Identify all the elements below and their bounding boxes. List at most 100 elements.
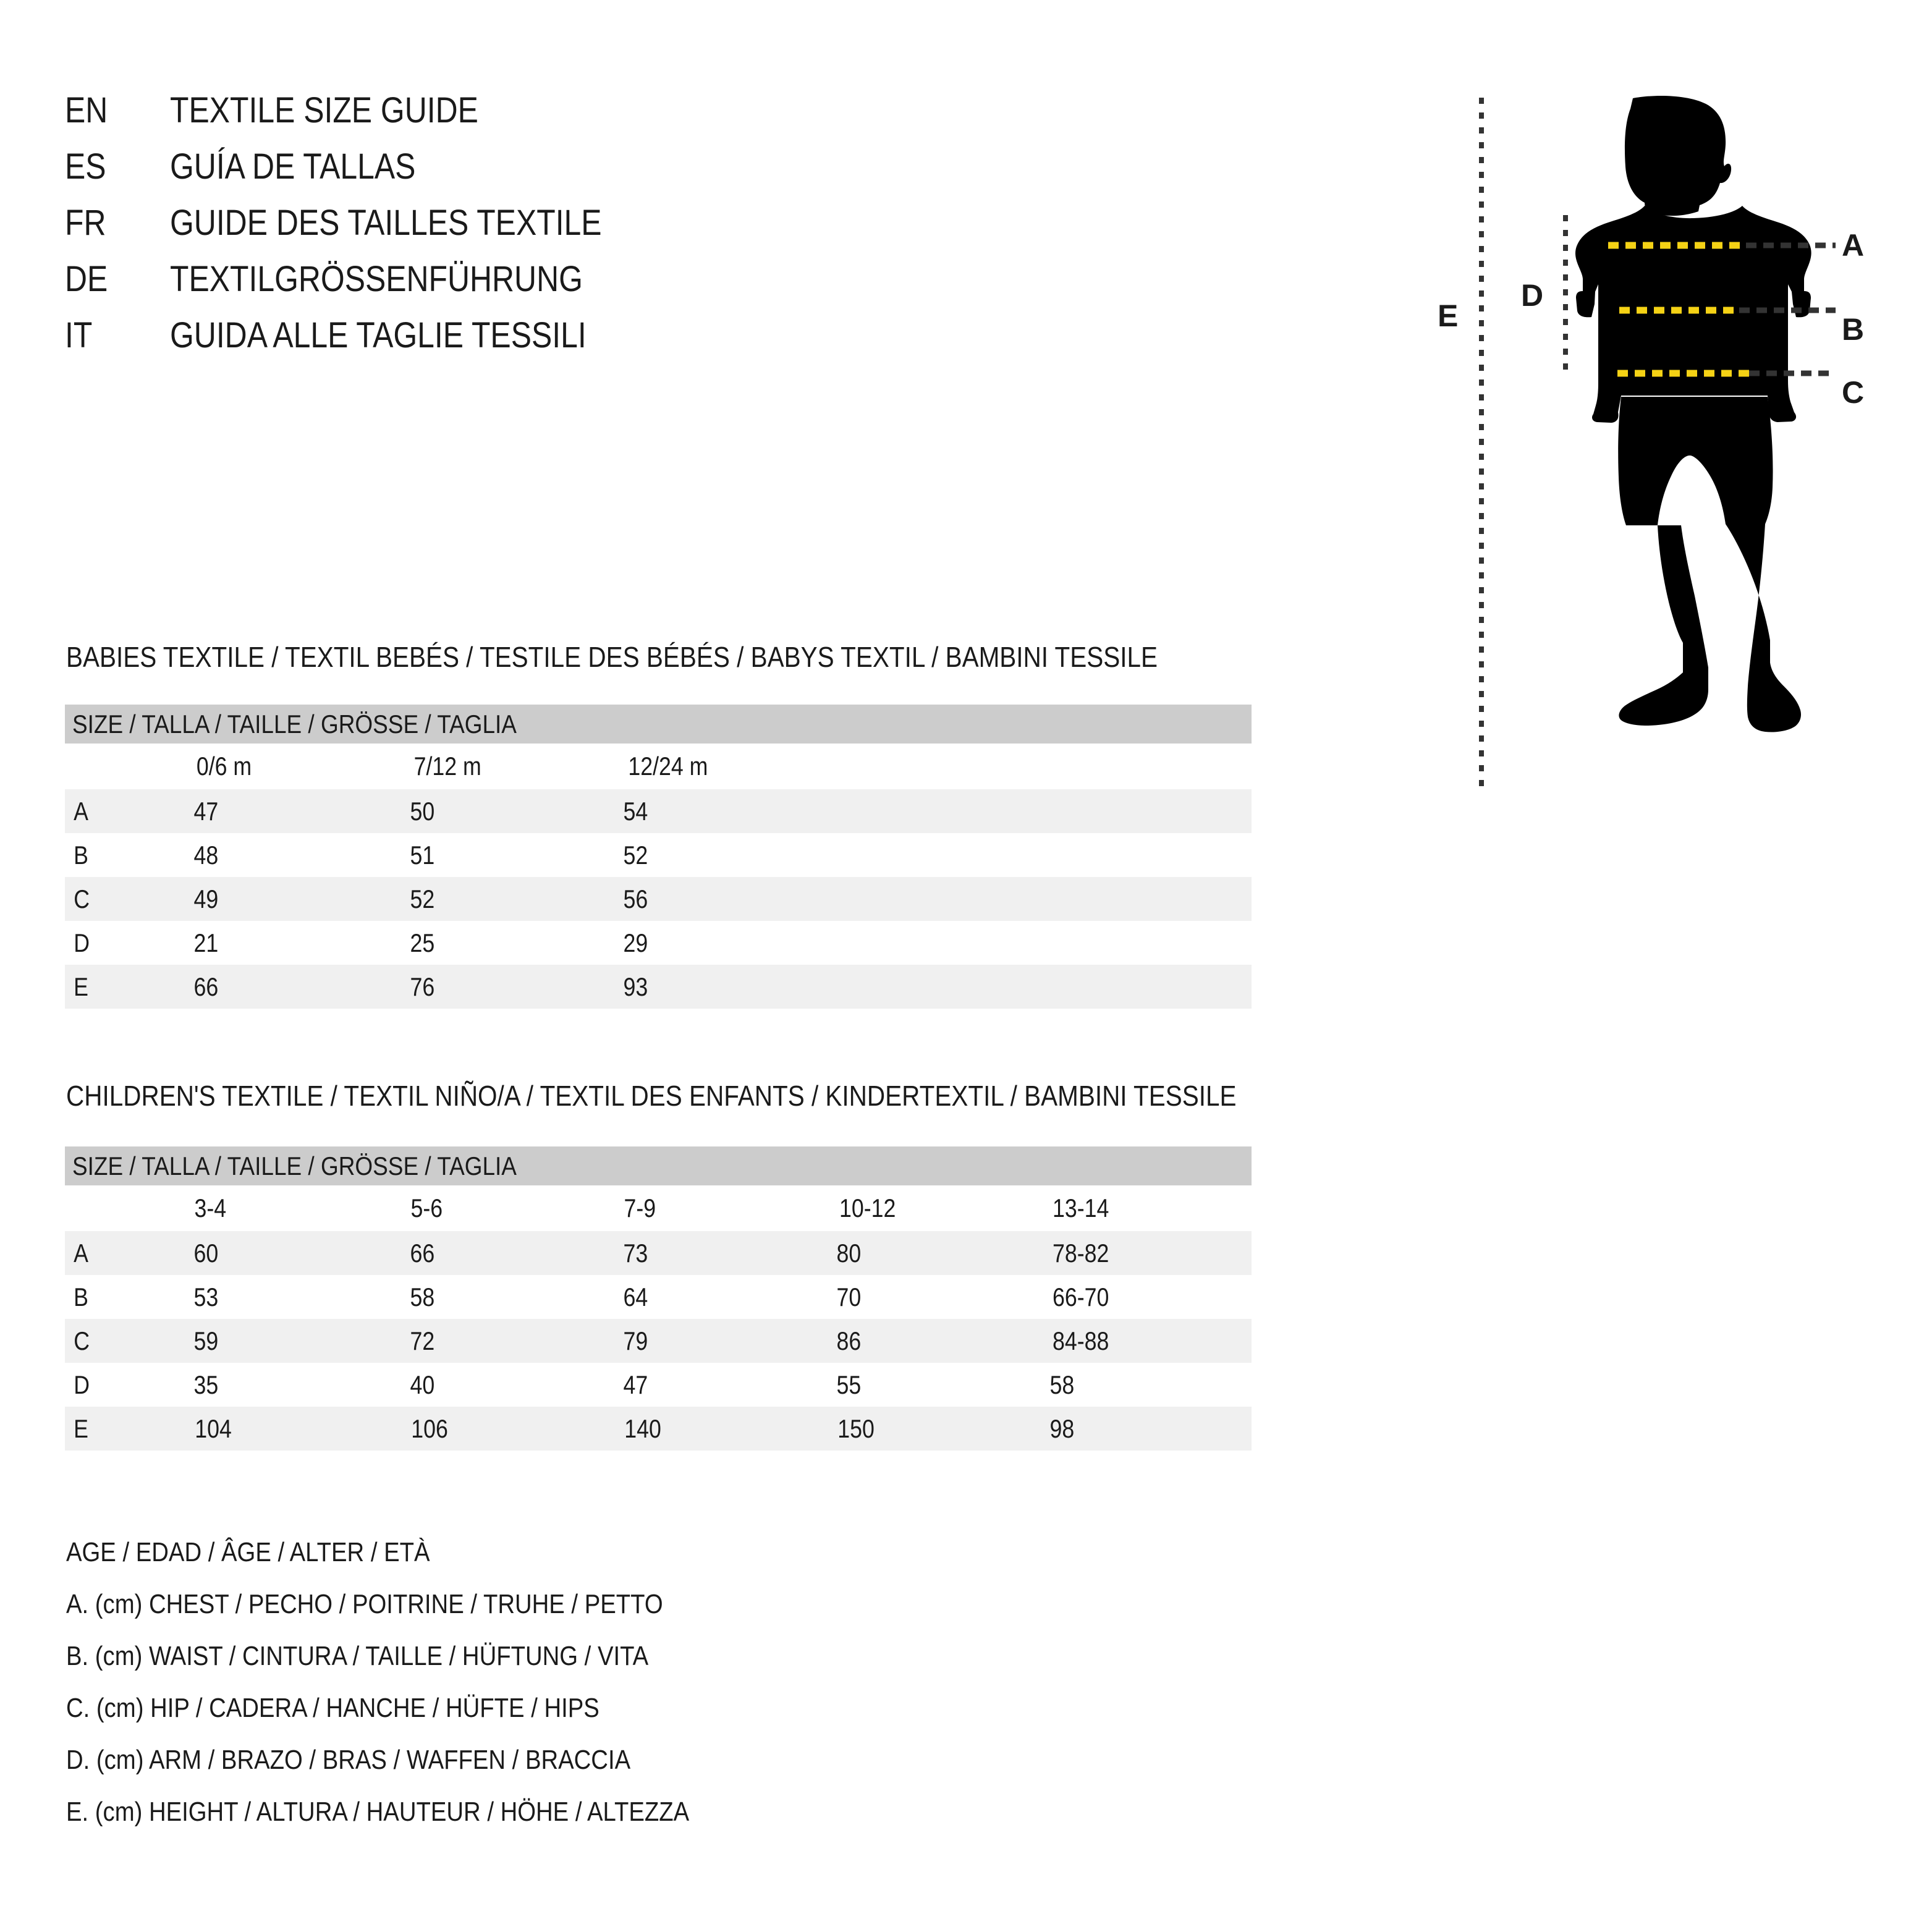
children-size-table: SIZE / TALLA / TAILLE / GRÖSSE / TAGLIA … (65, 1146, 1252, 1451)
language-title-it: GUIDA ALLE TAGLIE TESSILI (170, 315, 587, 355)
children-col-header-2: 7-9 (578, 1185, 791, 1231)
language-code-en: EN (65, 90, 108, 130)
table-cell: 104 (148, 1407, 365, 1451)
table-cell: 35 (148, 1363, 365, 1407)
table-row: C (65, 877, 148, 921)
table-cell: 73 (578, 1231, 791, 1275)
table-cell: 86 (791, 1319, 1004, 1363)
table-cell: 58 (1004, 1363, 1252, 1407)
language-title-block: EN TEXTILE SIZE GUIDE ES GUÍA DE TALLAS … (65, 93, 930, 374)
language-row-it: IT GUIDA ALLE TAGLIE TESSILI (65, 318, 930, 374)
language-code-fr: FR (65, 203, 106, 243)
language-code-it: IT (65, 315, 93, 355)
language-row-de: DE TEXTILGRÖSSENFÜHRUNG (65, 261, 930, 318)
children-corner-cell (65, 1185, 148, 1229)
table-cell: 56 (578, 877, 1252, 921)
dimension-label-c: C (1842, 375, 1865, 410)
table-cell: 58 (365, 1275, 578, 1319)
children-table-grid: 3-4 5-6 7-9 10-12 13-14 A 60 66 73 80 78… (65, 1185, 1252, 1451)
dimension-label-e: E (1438, 299, 1459, 333)
dimension-label-b: B (1842, 312, 1865, 347)
table-cell: 93 (578, 965, 1252, 1009)
language-title-en: TEXTILE SIZE GUIDE (170, 90, 478, 130)
babies-table-header-band: SIZE / TALLA / TAILLE / GRÖSSE / TAGLIA (65, 705, 1252, 744)
children-section-title: CHILDREN'S TEXTILE / TEXTIL NIÑO/A / TEX… (66, 1080, 1237, 1112)
table-cell: 70 (791, 1275, 1004, 1319)
language-code-es: ES (65, 146, 106, 187)
table-cell: 140 (578, 1407, 791, 1451)
babies-col-header-1: 7/12 m (365, 744, 578, 789)
table-cell: 78-82 (1004, 1231, 1252, 1275)
legend-item-d: D. (cm) ARM / BRAZO / BRAS / WAFFEN / BR… (66, 1745, 631, 1775)
table-cell: 51 (365, 833, 578, 877)
children-col-header-1: 5-6 (365, 1185, 578, 1231)
table-cell: 98 (1004, 1407, 1252, 1451)
table-cell: 50 (365, 789, 578, 833)
table-row: C (65, 1319, 148, 1363)
table-cell: 76 (365, 965, 578, 1009)
table-cell: 29 (578, 921, 1252, 965)
table-cell: 53 (148, 1275, 365, 1319)
table-cell: 80 (791, 1231, 1004, 1275)
language-title-de: TEXTILGRÖSSENFÜHRUNG (170, 259, 583, 299)
babies-table-header-label: SIZE / TALLA / TAILLE / GRÖSSE / TAGLIA (72, 709, 517, 739)
children-col-header-0: 3-4 (148, 1185, 365, 1231)
table-row: D (65, 1363, 148, 1407)
babies-size-table: SIZE / TALLA / TAILLE / GRÖSSE / TAGLIA … (65, 705, 1252, 1009)
legend-item-b: B. (cm) WAIST / CINTURA / TAILLE / HÜFTU… (66, 1641, 649, 1671)
table-cell: 21 (148, 921, 365, 965)
table-row: A (65, 1231, 148, 1275)
table-cell: 52 (365, 877, 578, 921)
table-cell: 60 (148, 1231, 365, 1275)
children-table-header-label: SIZE / TALLA / TAILLE / GRÖSSE / TAGLIA (72, 1151, 517, 1180)
child-silhouette-shape (1575, 95, 1811, 732)
language-row-en: EN TEXTILE SIZE GUIDE (65, 93, 930, 149)
table-cell: 66 (365, 1231, 578, 1275)
babies-col-header-2: 12/24 m (578, 744, 1252, 789)
child-silhouette-diagram (1479, 95, 1836, 788)
table-row: E (65, 965, 148, 1009)
table-cell: 40 (365, 1363, 578, 1407)
table-cell: 66 (148, 965, 365, 1009)
table-cell: 49 (148, 877, 365, 921)
table-cell: 79 (578, 1319, 791, 1363)
table-row: B (65, 1275, 148, 1319)
legend-item-e: E. (cm) HEIGHT / ALTURA / HAUTEUR / HÖHE… (66, 1797, 690, 1827)
language-code-de: DE (65, 259, 108, 299)
table-row: A (65, 789, 148, 833)
babies-section-title: BABIES TEXTILE / TEXTIL BEBÉS / TESTILE … (66, 641, 1158, 673)
table-cell: 72 (365, 1319, 578, 1363)
language-title-es: GUÍA DE TALLAS (170, 146, 416, 187)
language-row-es: ES GUÍA DE TALLAS (65, 149, 930, 205)
legend-item-a: A. (cm) CHEST / PECHO / POITRINE / TRUHE… (66, 1589, 663, 1619)
table-cell: 64 (578, 1275, 791, 1319)
table-row: D (65, 921, 148, 965)
table-cell: 47 (578, 1363, 791, 1407)
table-cell: 59 (148, 1319, 365, 1363)
dimension-label-a: A (1842, 228, 1865, 263)
table-cell: 48 (148, 833, 365, 877)
children-col-header-3: 10-12 (791, 1185, 1004, 1231)
table-cell: 52 (578, 833, 1252, 877)
table-cell: 47 (148, 789, 365, 833)
children-table-header-band: SIZE / TALLA / TAILLE / GRÖSSE / TAGLIA (65, 1146, 1252, 1185)
children-col-header-4: 13-14 (1004, 1185, 1252, 1231)
babies-corner-cell (65, 744, 148, 787)
babies-col-header-0: 0/6 m (148, 744, 365, 789)
babies-table-grid: 0/6 m 7/12 m 12/24 m A 47 50 54 B 48 51 … (65, 744, 1252, 1009)
table-row: B (65, 833, 148, 877)
table-cell: 66-70 (1004, 1275, 1252, 1319)
table-cell: 54 (578, 789, 1252, 833)
measurement-legend: AGE / EDAD / ÂGE / ALTER / ETÀ A. (cm) C… (66, 1527, 782, 1838)
table-cell: 84-88 (1004, 1319, 1252, 1363)
legend-item-c: C. (cm) HIP / CADERA / HANCHE / HÜFTE / … (66, 1693, 600, 1723)
language-row-fr: FR GUIDE DES TAILLES TEXTILE (65, 205, 930, 261)
measurement-figure-diagram: A B C D E (1409, 74, 1932, 791)
table-cell: 25 (365, 921, 578, 965)
dimension-label-d: D (1521, 278, 1544, 313)
table-row: E (65, 1407, 148, 1451)
language-title-fr: GUIDE DES TAILLES TEXTILE (170, 203, 602, 243)
table-cell: 55 (791, 1363, 1004, 1407)
table-cell: 150 (791, 1407, 1004, 1451)
